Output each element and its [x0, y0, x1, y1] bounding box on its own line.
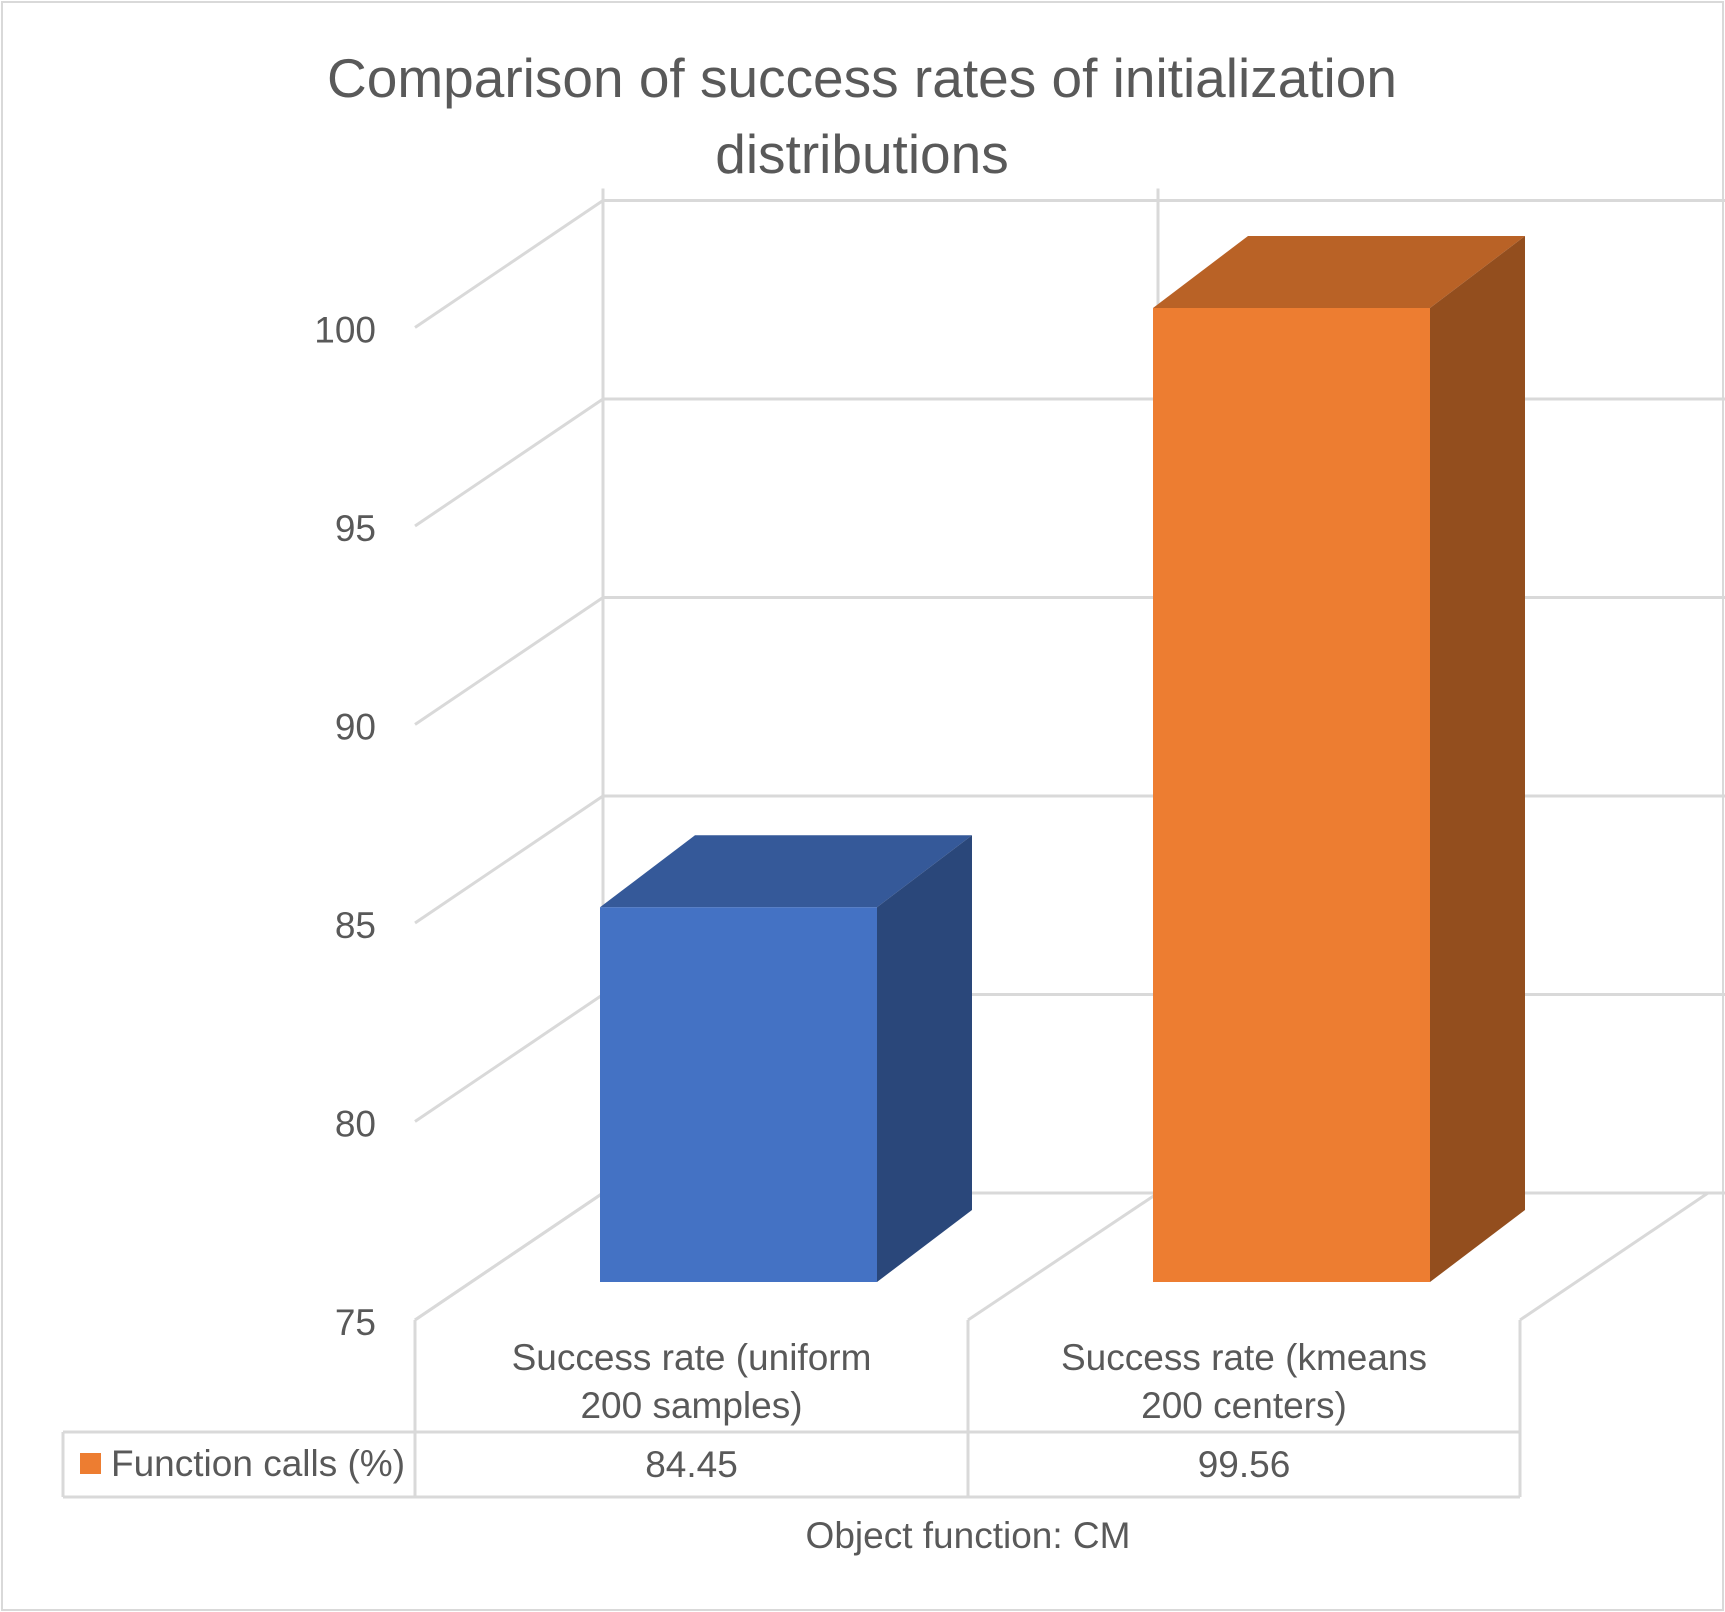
data-table: Success rate (uniform 200 samples) Success…	[61, 1320, 1522, 1499]
x-category-label: 200 samples)	[580, 1385, 802, 1426]
bar-side-face	[1430, 236, 1525, 1282]
bars	[600, 236, 1525, 1282]
bar-front-face	[600, 907, 877, 1282]
side-gridline	[414, 596, 604, 726]
y-tick-label: 75	[335, 1302, 376, 1343]
bar-2	[1153, 236, 1525, 1282]
y-tick-label: 90	[335, 707, 376, 748]
data-table-value: 99.56	[1198, 1444, 1291, 1485]
bar-front-face	[1153, 308, 1430, 1282]
side-gridline	[414, 993, 604, 1123]
x-category-label: 200 centers)	[1141, 1385, 1347, 1426]
y-tick-label: 100	[314, 310, 376, 351]
side-gridline	[414, 397, 604, 528]
chart-title-line-2: distributions	[715, 123, 1008, 185]
y-axis-tick-labels: 75 80 85 90 95 100	[314, 310, 376, 1344]
chart-title-line-1: Comparison of success rates of initializ…	[327, 47, 1397, 109]
y-tick-label: 85	[335, 905, 376, 946]
x-category-label: Success rate (kmeans	[1061, 1337, 1427, 1378]
y-tick-label: 80	[335, 1104, 376, 1145]
floor-divider	[967, 1191, 1159, 1322]
data-table-value: 84.45	[645, 1444, 738, 1485]
bar-1	[600, 835, 972, 1282]
side-gridline	[414, 199, 604, 329]
y-tick-label: 95	[335, 508, 376, 549]
floor-right-edge	[1519, 1191, 1709, 1322]
floor-left-edge	[414, 1191, 604, 1322]
legend-series-name: Function calls (%)	[111, 1443, 405, 1484]
x-axis-title: Object function: CM	[806, 1515, 1131, 1556]
bar-side-face	[877, 835, 972, 1282]
side-gridline	[414, 794, 604, 925]
legend-swatch	[80, 1453, 101, 1474]
bar-top-face	[600, 835, 972, 908]
x-category-label: Success rate (uniform	[512, 1337, 872, 1378]
bar-top-face	[1153, 236, 1525, 308]
